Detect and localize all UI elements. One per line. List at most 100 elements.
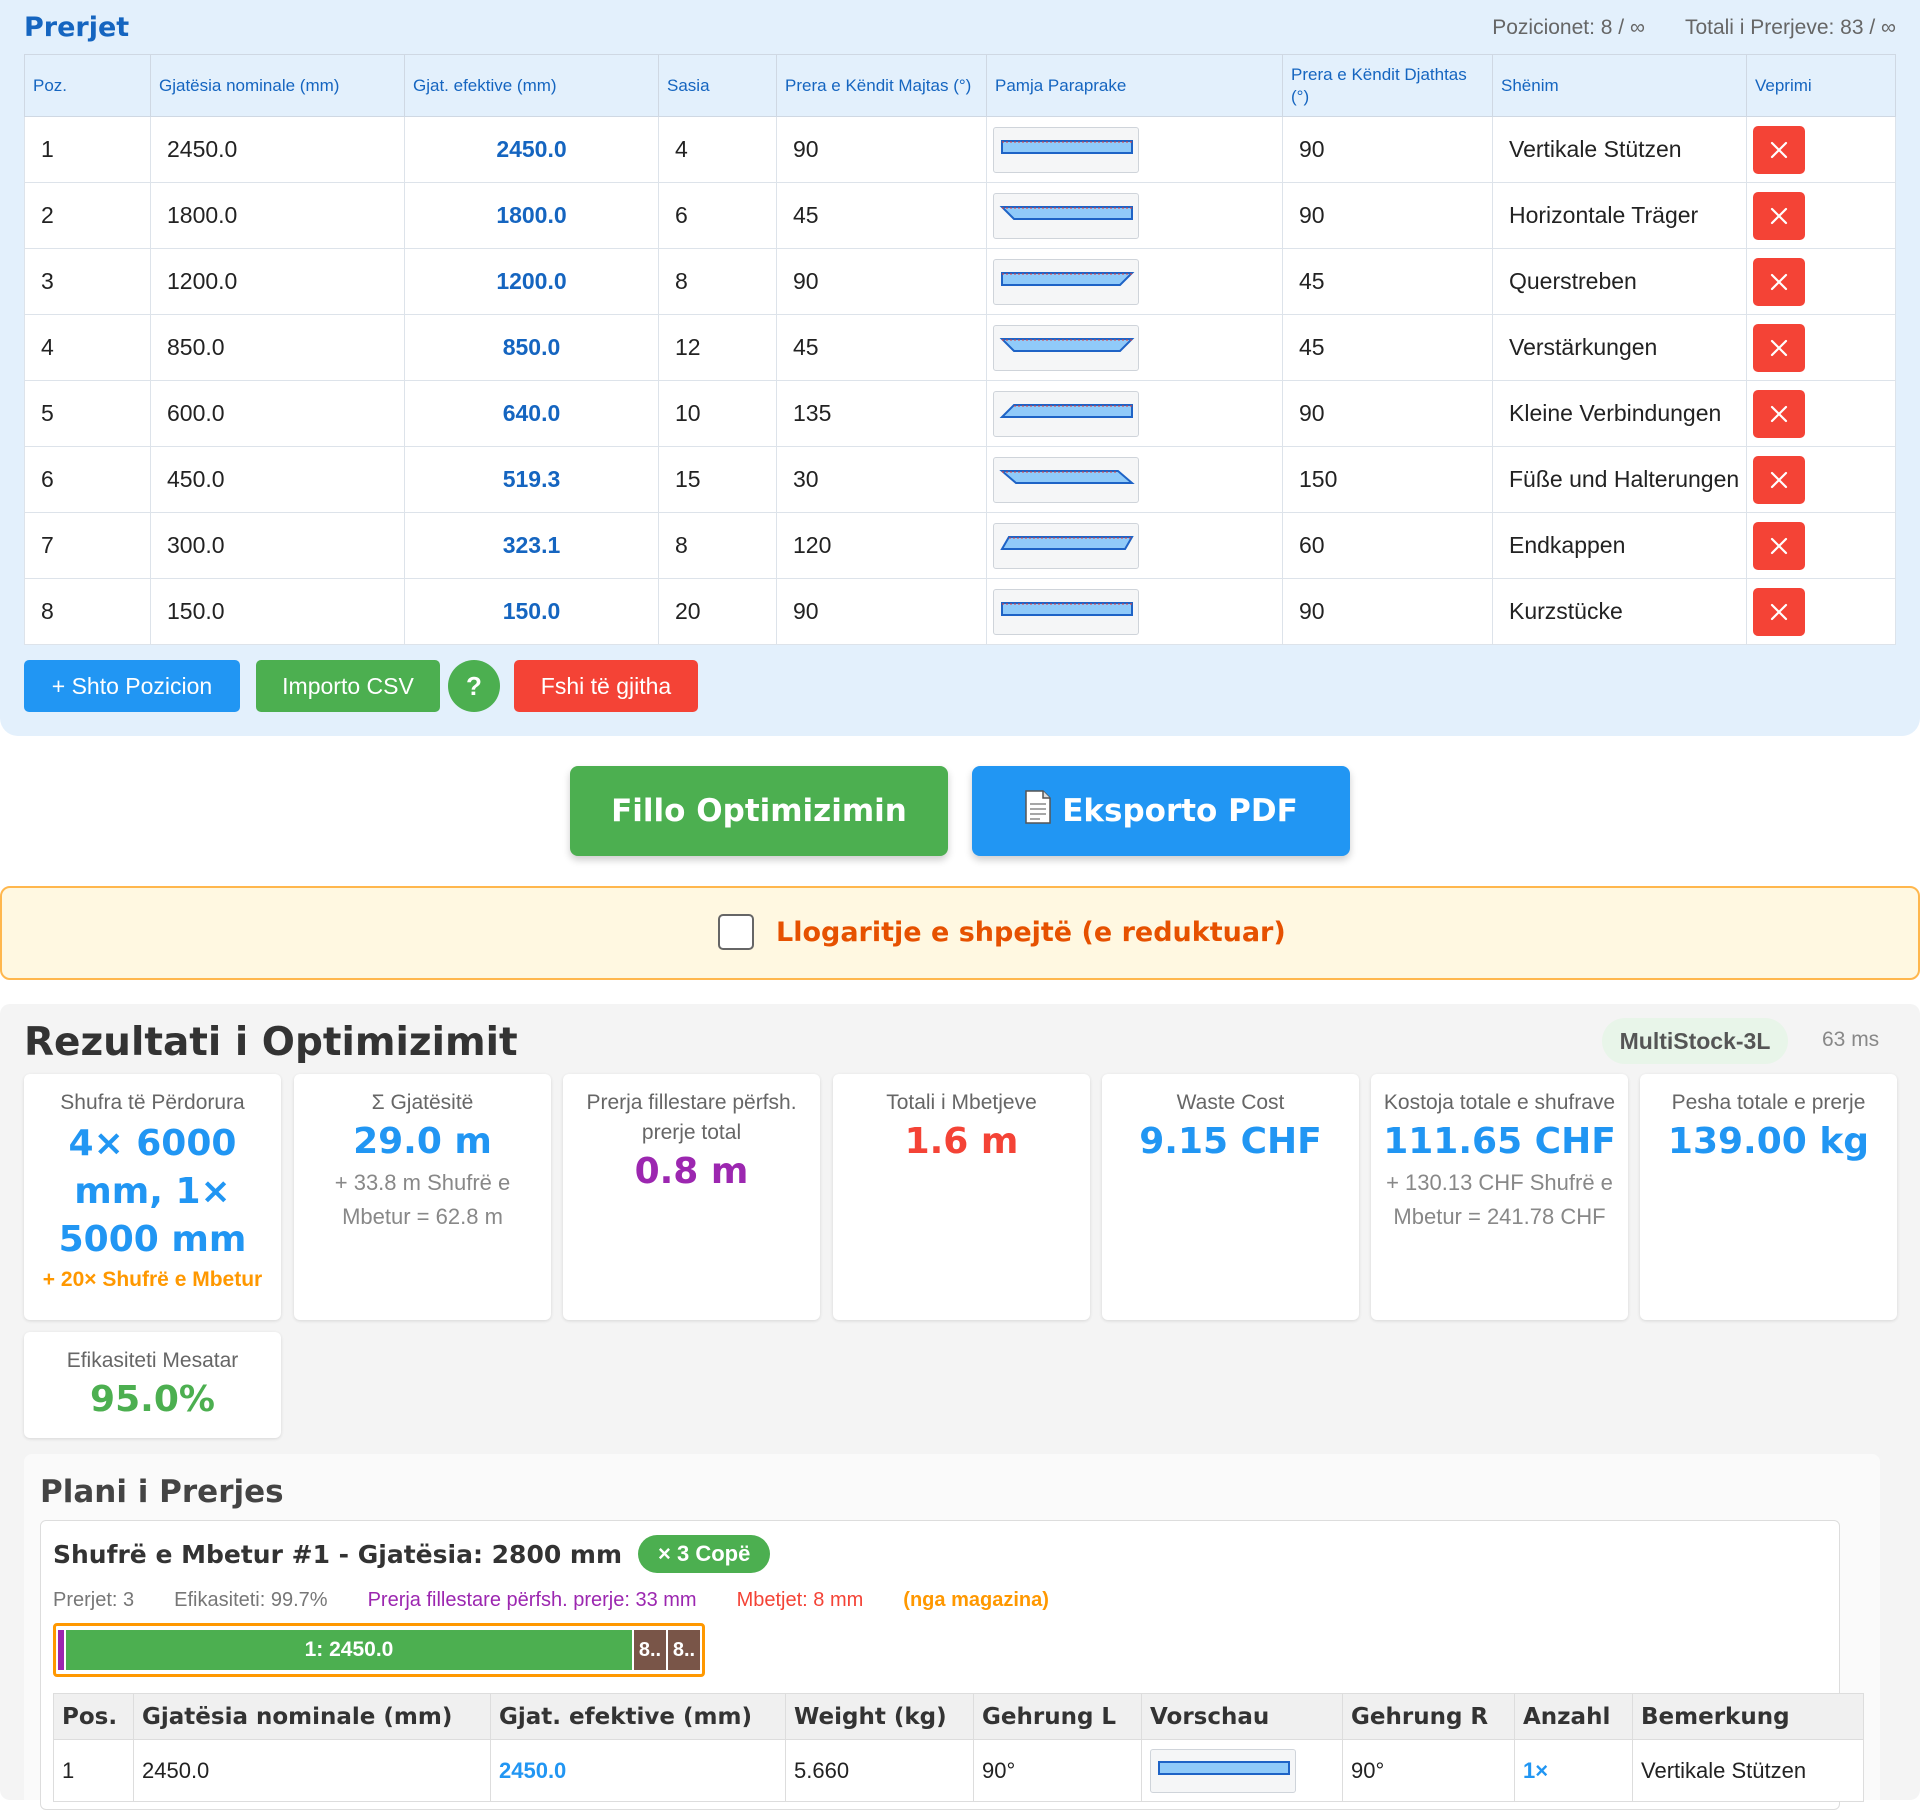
start-optimization-button[interactable]: Fillo Optimizimin — [570, 766, 948, 856]
cut-note[interactable]: Kurzstücke — [1492, 578, 1747, 645]
cut-right-angle[interactable]: 150 — [1282, 446, 1493, 513]
cut-right-angle[interactable]: 90 — [1282, 380, 1493, 447]
delete-row-button[interactable] — [1753, 257, 1805, 306]
delete-row-button[interactable] — [1753, 191, 1805, 240]
cut-left-angle[interactable]: 135 — [776, 380, 987, 447]
cut-nominal-length[interactable]: 850.0 — [150, 314, 405, 381]
cut-quantity[interactable]: 6 — [658, 182, 777, 249]
cut-note[interactable]: Kleine Verbindungen — [1492, 380, 1747, 447]
cut-note[interactable]: Vertikale Stützen — [1492, 116, 1747, 183]
card-value: 1.6 m — [904, 1121, 1019, 1162]
export-pdf-button[interactable]: Eksporto PDF — [972, 766, 1350, 856]
cut-effective-length[interactable]: 1200.0 — [404, 248, 659, 315]
total-cuts-stat: Totali i Prerjeve: 83 / ∞ — [1684, 16, 1896, 39]
cut-preview — [986, 314, 1283, 381]
delete-row-button[interactable] — [1753, 587, 1805, 636]
help-button[interactable]: ? — [448, 660, 500, 712]
cut-nominal-length[interactable]: 450.0 — [150, 446, 405, 513]
cut-left-angle[interactable]: 120 — [776, 512, 987, 579]
cut-quantity[interactable]: 8 — [658, 248, 777, 315]
bar-cut-segment[interactable]: 1: 2450.0 — [64, 1630, 632, 1670]
cut-quantity[interactable]: 20 — [658, 578, 777, 645]
close-icon — [1770, 471, 1788, 488]
cut-effective-length[interactable]: 1800.0 — [404, 182, 659, 249]
cut-left-angle[interactable]: 45 — [776, 182, 987, 249]
col-effective: Gjat. efektive (mm) — [404, 54, 659, 117]
cut-right-angle[interactable]: 60 — [1282, 512, 1493, 579]
cut-right-angle[interactable]: 90 — [1282, 116, 1493, 183]
delete-row-button[interactable] — [1753, 521, 1805, 570]
cut-quantity[interactable]: 8 — [658, 512, 777, 579]
cut-left-angle[interactable]: 90 — [776, 116, 987, 183]
card-total-cost: Kostoja totale e shufrave 111.65 CHF + 1… — [1371, 1074, 1628, 1320]
plan-preview — [1141, 1739, 1343, 1802]
cut-effective-length[interactable]: 640.0 — [404, 380, 659, 447]
cut-quantity[interactable]: 12 — [658, 314, 777, 381]
clear-all-button[interactable]: Fshi të gjitha — [514, 660, 698, 712]
cut-note[interactable]: Verstärkungen — [1492, 314, 1747, 381]
bar-source: (nga magazina) — [903, 1589, 1049, 1611]
cut-nominal-length[interactable]: 2450.0 — [150, 116, 405, 183]
cut-right-angle[interactable]: 90 — [1282, 578, 1493, 645]
bar-rest-segment[interactable]: 8.. — [632, 1630, 666, 1670]
cut-effective-length[interactable]: 2450.0 — [404, 116, 659, 183]
cut-effective-length[interactable]: 519.3 — [404, 446, 659, 513]
cut-quantity[interactable]: 15 — [658, 446, 777, 513]
cut-nominal-length[interactable]: 1800.0 — [150, 182, 405, 249]
cut-nominal-length[interactable]: 1200.0 — [150, 248, 405, 315]
delete-row-button[interactable] — [1753, 389, 1805, 438]
import-csv-button[interactable]: Importo CSV — [256, 660, 440, 712]
cuts-table-body: 1 2450.0 2450.0 4 90 90 Vertikale Stützen 2 1800… — [24, 116, 1896, 645]
plan-col-pos: Pos. — [53, 1693, 134, 1740]
plan-miter-r: 90° — [1342, 1739, 1515, 1802]
cut-effective-length[interactable]: 150.0 — [404, 578, 659, 645]
cut-left-angle[interactable]: 30 — [776, 446, 987, 513]
cut-left-angle[interactable]: 90 — [776, 578, 987, 645]
fast-mode-checkbox[interactable] — [718, 914, 754, 950]
cuts-header-row: Poz. Gjatësia nominale (mm) Gjat. efekti… — [24, 54, 1896, 117]
cut-preview-box — [993, 192, 1139, 239]
cut-pos[interactable]: 2 — [24, 182, 151, 249]
cut-pos[interactable]: 4 — [24, 314, 151, 381]
cut-effective-length[interactable]: 850.0 — [404, 314, 659, 381]
cut-nominal-length[interactable]: 600.0 — [150, 380, 405, 447]
cut-left-angle[interactable]: 45 — [776, 314, 987, 381]
cut-preview — [986, 116, 1283, 183]
cut-left-angle[interactable]: 90 — [776, 248, 987, 315]
cuts-button-row: + Shto Pozicion Importo CSV ? Fshi të gj… — [24, 660, 698, 712]
cut-quantity[interactable]: 10 — [658, 380, 777, 447]
fast-mode-toggle: Llogaritje e shpejtë (e reduktuar) — [718, 914, 1286, 950]
cut-note[interactable]: Endkappen — [1492, 512, 1747, 579]
cut-pos[interactable]: 8 — [24, 578, 151, 645]
cut-row: 5 600.0 640.0 10 135 90 Kleine Verbindungen — [24, 380, 1896, 447]
card-sub: + 33.8 m Shufrë e Mbetur = 62.8 m — [334, 1170, 511, 1229]
fast-mode-label[interactable]: Llogaritje e shpejtë (e reduktuar) — [776, 916, 1286, 948]
algorithm-badge: MultiStock-3L — [1602, 1018, 1788, 1064]
cut-right-angle[interactable]: 45 — [1282, 248, 1493, 315]
cut-note[interactable]: Horizontale Träger — [1492, 182, 1747, 249]
card-kerf: Prerja fillestare përfsh. prerje total 0… — [563, 1074, 820, 1320]
cut-preview-box — [993, 588, 1139, 635]
cut-effective-length[interactable]: 323.1 — [404, 512, 659, 579]
cut-preview — [986, 248, 1283, 315]
cut-nominal-length[interactable]: 150.0 — [150, 578, 405, 645]
cut-action — [1746, 116, 1896, 183]
delete-row-button[interactable] — [1753, 125, 1805, 174]
cut-pos[interactable]: 7 — [24, 512, 151, 579]
cut-note[interactable]: Füße und Halterungen — [1492, 446, 1747, 513]
delete-row-button[interactable] — [1753, 323, 1805, 372]
add-position-button[interactable]: + Shto Pozicion — [24, 660, 240, 712]
cut-right-angle[interactable]: 90 — [1282, 182, 1493, 249]
cut-pos[interactable]: 6 — [24, 446, 151, 513]
plan-col-qty: Anzahl — [1514, 1693, 1633, 1740]
delete-row-button[interactable] — [1753, 455, 1805, 504]
cut-note[interactable]: Querstreben — [1492, 248, 1747, 315]
bar-rest-segment[interactable]: 8.. — [666, 1630, 700, 1670]
cut-pos[interactable]: 3 — [24, 248, 151, 315]
cut-right-angle[interactable]: 45 — [1282, 314, 1493, 381]
cut-pos[interactable]: 5 — [24, 380, 151, 447]
cut-pos[interactable]: 1 — [24, 116, 151, 183]
cut-nominal-length[interactable]: 300.0 — [150, 512, 405, 579]
cut-quantity[interactable]: 4 — [658, 116, 777, 183]
computation-time: 63 ms — [1822, 1028, 1880, 1051]
